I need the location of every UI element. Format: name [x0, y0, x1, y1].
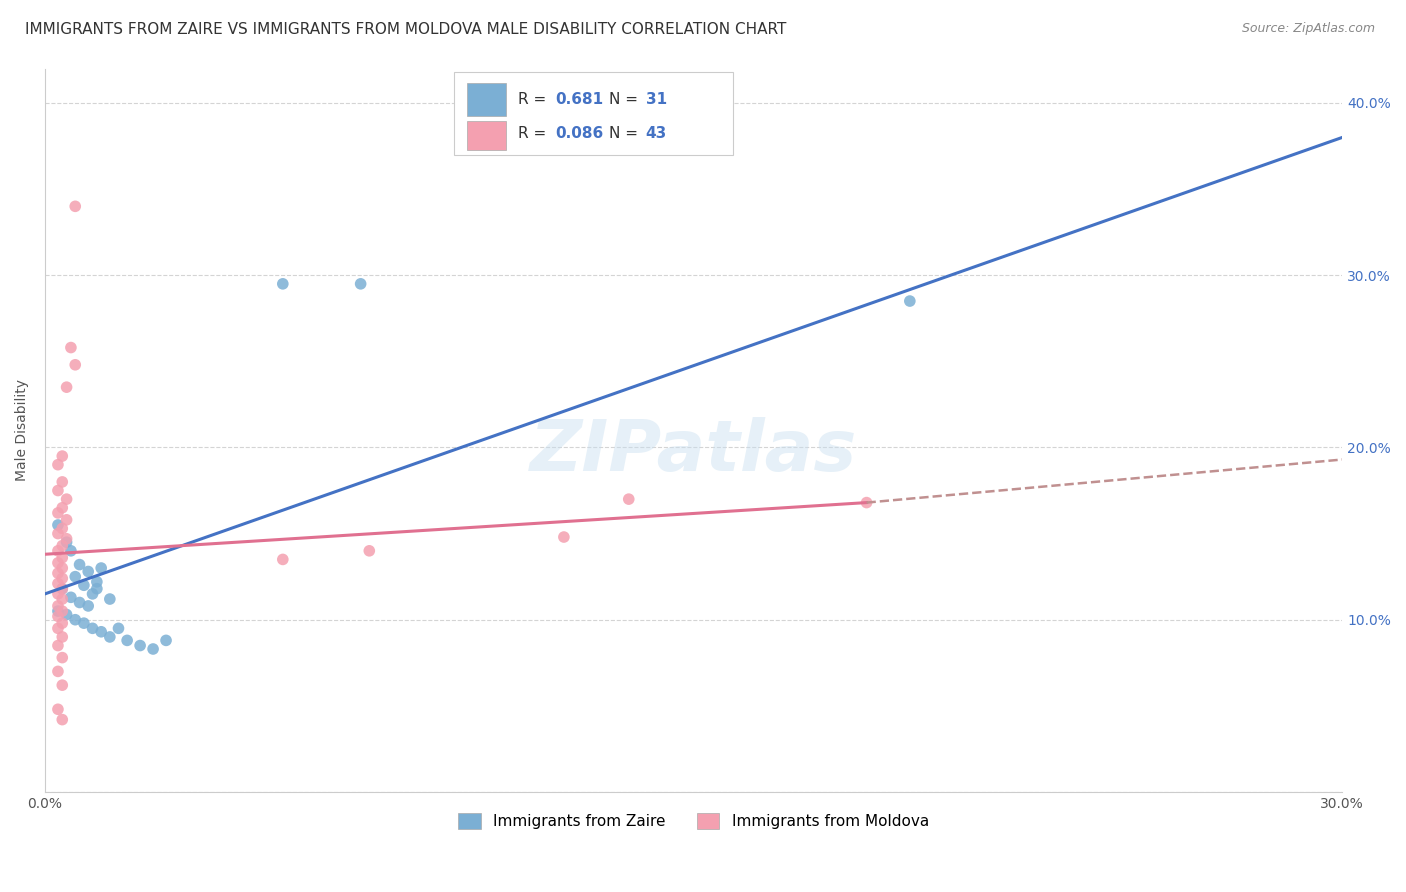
- Text: 0.086: 0.086: [555, 126, 603, 141]
- Point: [55, 532, 77, 546]
- Point: [46, 599, 69, 613]
- Point: [51, 582, 73, 596]
- Point: [46, 483, 69, 498]
- Point: [46, 506, 69, 520]
- Point: [617, 492, 640, 507]
- Point: [46, 576, 69, 591]
- Point: [55, 513, 77, 527]
- Point: [46, 526, 69, 541]
- Point: [115, 633, 138, 648]
- FancyBboxPatch shape: [467, 120, 506, 150]
- Text: R =: R =: [519, 126, 551, 141]
- Point: [51, 539, 73, 553]
- Point: [77, 599, 100, 613]
- Point: [46, 458, 69, 472]
- Point: [51, 475, 73, 489]
- Text: 43: 43: [645, 126, 666, 141]
- Point: [73, 578, 96, 592]
- Point: [46, 609, 69, 624]
- Point: [271, 552, 294, 566]
- Point: [46, 518, 69, 533]
- Text: ZIPatlas: ZIPatlas: [530, 417, 858, 486]
- Point: [55, 607, 77, 622]
- Point: [55, 380, 77, 394]
- Point: [77, 565, 100, 579]
- Point: [51, 630, 73, 644]
- Point: [271, 277, 294, 291]
- Text: 31: 31: [645, 92, 666, 107]
- Point: [65, 613, 87, 627]
- Point: [82, 587, 104, 601]
- Point: [155, 633, 177, 648]
- Point: [51, 650, 73, 665]
- Point: [59, 591, 82, 605]
- Point: [69, 558, 91, 572]
- FancyBboxPatch shape: [467, 83, 506, 116]
- Point: [46, 639, 69, 653]
- Text: 0.681: 0.681: [555, 92, 603, 107]
- Point: [65, 569, 87, 583]
- Point: [90, 624, 112, 639]
- Point: [553, 530, 575, 544]
- Point: [86, 574, 108, 589]
- Text: R =: R =: [519, 92, 551, 107]
- Y-axis label: Male Disability: Male Disability: [15, 379, 30, 482]
- Point: [55, 535, 77, 549]
- Point: [51, 582, 73, 596]
- Point: [46, 556, 69, 570]
- Point: [107, 621, 129, 635]
- Point: [51, 449, 73, 463]
- Point: [46, 566, 69, 581]
- Point: [51, 592, 73, 607]
- Point: [46, 665, 69, 679]
- Point: [82, 621, 104, 635]
- Text: N =: N =: [609, 92, 643, 107]
- Point: [90, 561, 112, 575]
- Point: [46, 702, 69, 716]
- Point: [98, 592, 121, 607]
- Text: Source: ZipAtlas.com: Source: ZipAtlas.com: [1241, 22, 1375, 36]
- Point: [65, 199, 87, 213]
- Point: [46, 621, 69, 635]
- Point: [51, 550, 73, 565]
- Point: [129, 639, 152, 653]
- FancyBboxPatch shape: [454, 72, 733, 155]
- Point: [51, 500, 73, 515]
- Point: [65, 358, 87, 372]
- Point: [51, 571, 73, 585]
- Point: [51, 561, 73, 575]
- Point: [46, 544, 69, 558]
- Text: N =: N =: [609, 126, 643, 141]
- Point: [98, 630, 121, 644]
- Point: [51, 678, 73, 692]
- Point: [142, 642, 165, 657]
- Point: [359, 544, 381, 558]
- Point: [46, 604, 69, 618]
- Point: [46, 587, 69, 601]
- Point: [898, 294, 921, 309]
- Point: [69, 595, 91, 609]
- Point: [51, 521, 73, 535]
- Text: IMMIGRANTS FROM ZAIRE VS IMMIGRANTS FROM MOLDOVA MALE DISABILITY CORRELATION CHA: IMMIGRANTS FROM ZAIRE VS IMMIGRANTS FROM…: [25, 22, 787, 37]
- Point: [855, 495, 877, 509]
- Point: [73, 616, 96, 631]
- Point: [350, 277, 373, 291]
- Point: [55, 492, 77, 507]
- Point: [59, 341, 82, 355]
- Legend: Immigrants from Zaire, Immigrants from Moldova: Immigrants from Zaire, Immigrants from M…: [453, 806, 935, 835]
- Point: [59, 544, 82, 558]
- Point: [51, 713, 73, 727]
- Point: [51, 604, 73, 618]
- Point: [51, 616, 73, 631]
- Point: [86, 582, 108, 596]
